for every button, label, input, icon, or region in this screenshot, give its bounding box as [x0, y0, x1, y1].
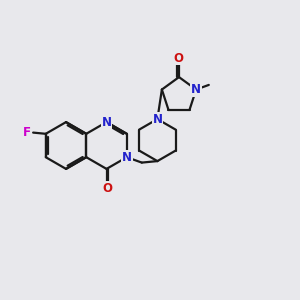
Text: O: O: [102, 182, 112, 195]
Text: N: N: [122, 151, 132, 164]
Text: N: N: [152, 112, 162, 126]
Text: N: N: [191, 83, 201, 96]
Text: F: F: [23, 126, 31, 139]
Text: O: O: [173, 52, 183, 65]
Text: N: N: [101, 116, 112, 129]
